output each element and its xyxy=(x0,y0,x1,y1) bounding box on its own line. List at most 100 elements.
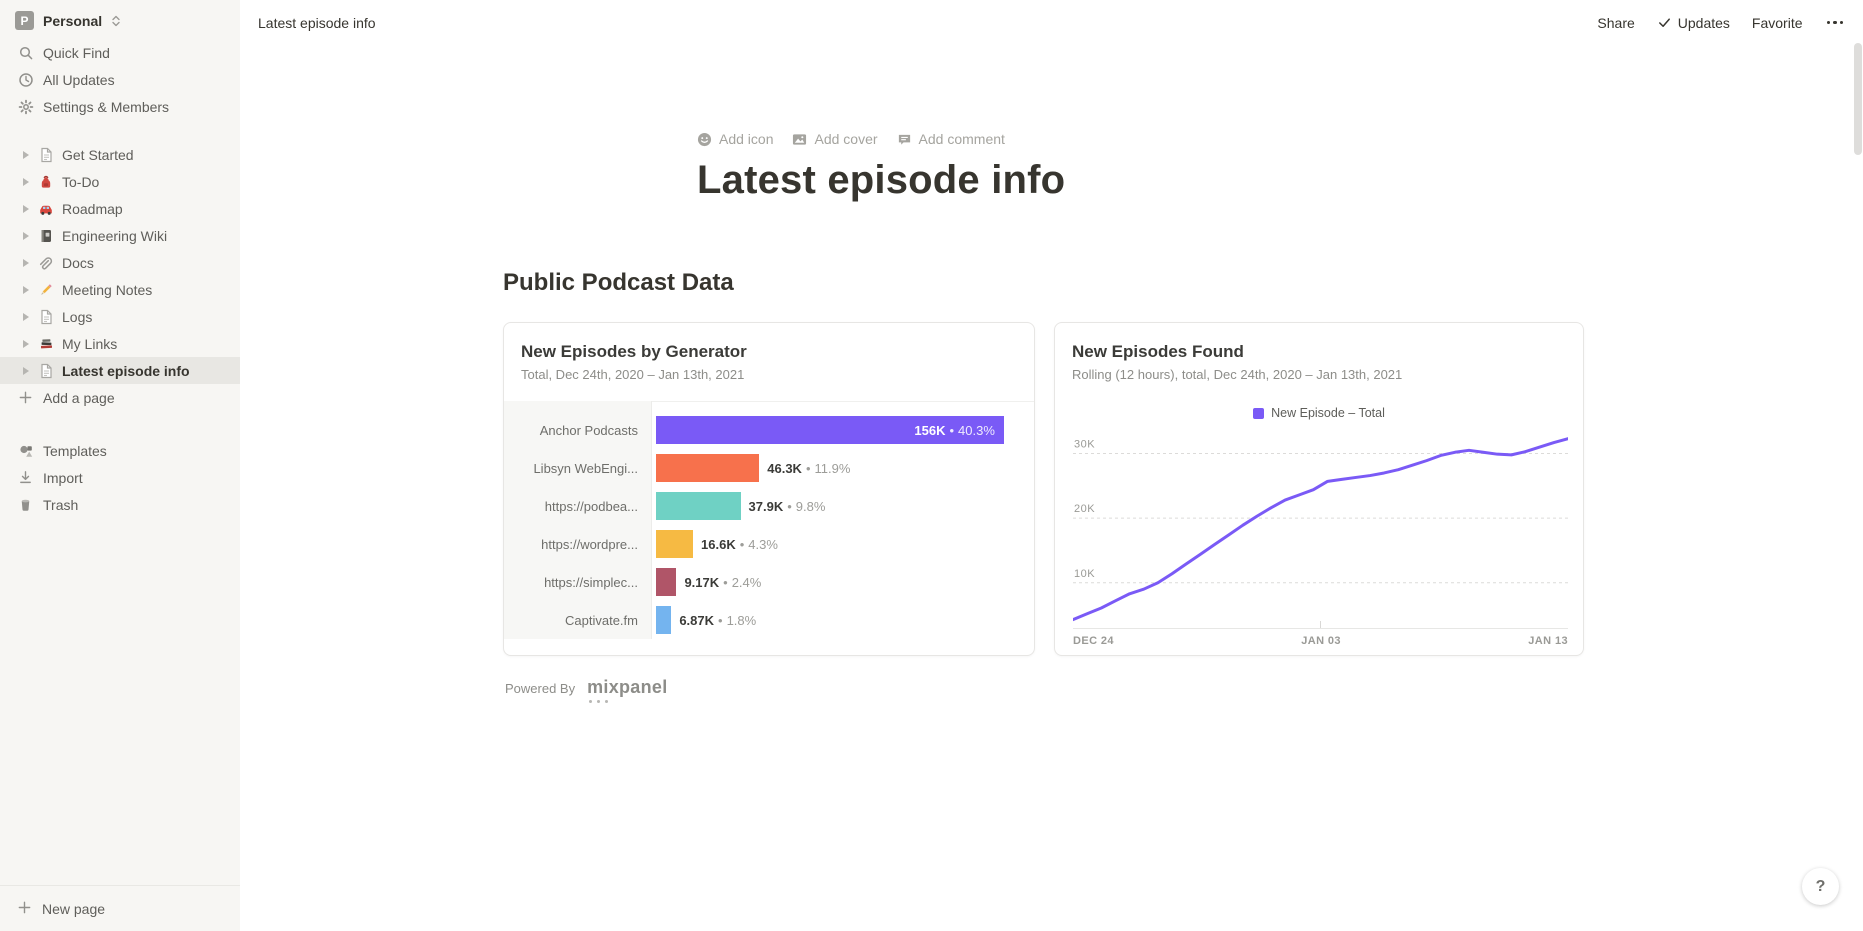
expand-toggle-icon[interactable] xyxy=(18,147,33,162)
bar-chart-card: New Episodes by Generator Total, Dec 24t… xyxy=(503,322,1035,656)
import-icon xyxy=(17,469,34,486)
sidebar-page-engineering-wiki[interactable]: Engineering Wiki xyxy=(0,222,240,249)
expand-toggle-icon[interactable] xyxy=(18,336,33,351)
separator-dot: • xyxy=(787,498,792,514)
mixpanel-dots xyxy=(589,700,667,703)
separator-dot: • xyxy=(718,612,723,628)
bar-track: 37.9K • 9.8% xyxy=(651,492,1034,520)
workspace-name: Personal xyxy=(43,12,103,29)
share-button[interactable]: Share xyxy=(1597,14,1635,31)
line-chart-svg: 10K 20K 30K xyxy=(1071,437,1570,628)
updates-button[interactable]: Updates xyxy=(1657,15,1730,31)
bar-chart: Anchor Podcasts 156K • 40.3% Libsyn WebEngi.… xyxy=(504,401,1034,639)
expand-toggle-icon[interactable] xyxy=(18,363,33,378)
bar-value-label: 9.17K • 2.4% xyxy=(684,575,761,590)
sidebar-page-label: Get Started xyxy=(62,146,134,163)
sidebar-page-label: Docs xyxy=(62,254,94,271)
section-heading[interactable]: Public Podcast Data xyxy=(503,269,734,296)
page-icon xyxy=(37,362,55,380)
bar-value-label: 37.9K • 9.8% xyxy=(749,499,826,514)
chart-subtitle: Rolling (12 hours), total, Dec 24th, 202… xyxy=(1072,367,1403,382)
bar xyxy=(656,492,741,520)
bar-row: https://wordpre... 16.6K • 4.3% xyxy=(504,525,1034,563)
expand-toggle-icon[interactable] xyxy=(18,282,33,297)
scrollbar-thumb[interactable] xyxy=(1854,43,1862,155)
more-options-icon[interactable] xyxy=(1825,17,1846,29)
sidebar-page-latest-episode-info[interactable]: Latest episode info xyxy=(0,357,240,384)
bar-row: Libsyn WebEngi... 46.3K • 11.9% xyxy=(504,449,1034,487)
sidebar-page-label: Logs xyxy=(62,308,93,325)
x-tick-label: DEC 24 xyxy=(1073,635,1114,647)
sidebar-item-trash[interactable]: Trash xyxy=(0,491,240,518)
bar xyxy=(656,568,677,596)
powered-by-row: Powered By mixpanel xyxy=(505,678,1613,703)
workspace-avatar: P xyxy=(15,11,34,30)
books-icon xyxy=(37,335,55,353)
expand-toggle-icon[interactable] xyxy=(18,309,33,324)
sidebar-page-label: To-Do xyxy=(62,173,100,190)
sidebar-item-label: Import xyxy=(43,469,83,486)
bar-value-label: 6.87K • 1.8% xyxy=(679,613,756,628)
page-controls: Add icon Add cover Add comment xyxy=(697,129,1065,149)
expand-toggle-icon[interactable] xyxy=(18,201,33,216)
sidebar-page-meeting-notes[interactable]: Meeting Notes xyxy=(0,276,240,303)
expand-toggle-icon[interactable] xyxy=(18,174,33,189)
y-tick-label: 30K xyxy=(1074,439,1095,451)
sidebar-item-settings-members[interactable]: Settings & Members xyxy=(0,93,240,120)
page-icon xyxy=(37,308,55,326)
bar-track: 156K • 40.3% xyxy=(651,416,1034,444)
expand-toggle-icon[interactable] xyxy=(18,255,33,270)
sidebar-page-label: My Links xyxy=(62,335,118,352)
sidebar-item-quick-find[interactable]: Quick Find xyxy=(0,39,240,66)
check-icon xyxy=(1657,15,1672,30)
sidebar-item-label: Quick Find xyxy=(43,44,110,61)
workspace-switcher[interactable]: P Personal xyxy=(0,0,240,39)
sidebar-item-templates[interactable]: Templates xyxy=(0,437,240,464)
add-cover-button[interactable]: Add cover xyxy=(792,131,878,147)
line-plot-area: 10K 20K 30K xyxy=(1071,429,1570,629)
favorite-button[interactable]: Favorite xyxy=(1751,14,1803,31)
chart-subtitle: Total, Dec 24th, 2020 – Jan 13th, 2021 xyxy=(521,367,745,382)
bar-category-label: Captivate.fm xyxy=(565,612,638,628)
sidebar-page-docs[interactable]: Docs xyxy=(0,249,240,276)
separator-dot: • xyxy=(805,460,811,476)
bar xyxy=(656,530,694,558)
sidebar-item-import[interactable]: Import xyxy=(0,464,240,491)
main-content: Latest episode info Share Updates Favori… xyxy=(240,0,1863,931)
bar-category-label: https://simplec... xyxy=(544,574,638,590)
page-body: Public Podcast Data New Episodes by Gene… xyxy=(503,240,1613,703)
sidebar-page-label: Engineering Wiki xyxy=(62,227,168,244)
sidebar-page-label: Roadmap xyxy=(62,200,123,217)
page-title[interactable]: Latest episode info xyxy=(697,158,1066,202)
bar-category-label: https://podbea... xyxy=(544,498,638,514)
sidebar-top-nav: Quick Find All Updates Settings & Member… xyxy=(0,39,240,120)
bar-value: 6.87K xyxy=(679,612,715,628)
chart-title: New Episodes by Generator xyxy=(521,342,747,361)
mixpanel-wordmark: mixpanel xyxy=(587,677,668,697)
bar-track: 9.17K • 2.4% xyxy=(651,568,1034,596)
search-icon xyxy=(17,44,34,61)
add-icon-button[interactable]: Add icon xyxy=(697,131,773,147)
sidebar-page-label: Meeting Notes xyxy=(62,281,153,298)
bar-value-label: 16.6K • 4.3% xyxy=(701,537,778,552)
sidebar-item-label: All Updates xyxy=(43,71,115,88)
breadcrumb[interactable]: Latest episode info xyxy=(258,14,376,31)
sidebar-page-logs[interactable]: Logs xyxy=(0,303,240,330)
backpack-icon xyxy=(37,173,55,191)
sidebar-page-get-started[interactable]: Get Started xyxy=(0,141,240,168)
mixpanel-logo[interactable]: mixpanel xyxy=(587,678,667,703)
sidebar-page-roadmap[interactable]: Roadmap xyxy=(0,195,240,222)
help-button[interactable]: ? xyxy=(1802,868,1839,905)
new-page-button[interactable]: New page xyxy=(0,885,240,931)
expand-toggle-icon[interactable] xyxy=(18,228,33,243)
bar-percent: 1.8% xyxy=(726,612,757,628)
bar-percent: 11.9% xyxy=(814,460,851,476)
sidebar-page-to-do[interactable]: To-Do xyxy=(0,168,240,195)
add-comment-button[interactable]: Add comment xyxy=(897,131,1005,147)
legend-label: New Episode – Total xyxy=(1271,406,1385,420)
sidebar-item-all-updates[interactable]: All Updates xyxy=(0,66,240,93)
separator-dot: • xyxy=(739,536,745,552)
sidebar-page-my-links[interactable]: My Links xyxy=(0,330,240,357)
comment-icon xyxy=(897,132,912,147)
add-a-page-button[interactable]: Add a page xyxy=(0,384,240,411)
